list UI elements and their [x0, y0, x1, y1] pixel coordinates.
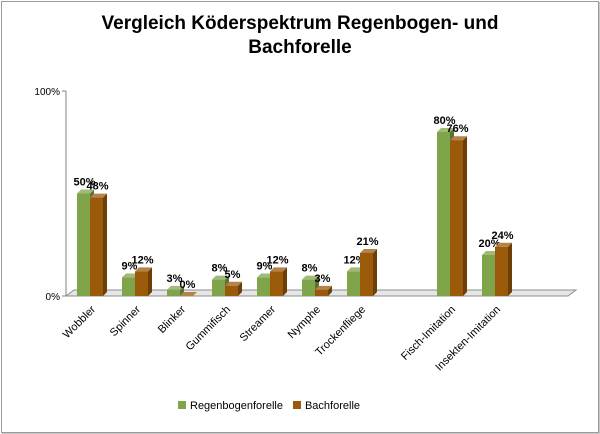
data-label: 3%: [315, 273, 331, 285]
legend-label: Regenbogenforelle: [190, 400, 283, 412]
bar-top: [482, 251, 499, 255]
bar: [167, 289, 180, 296]
bar: [437, 132, 450, 296]
bar: [360, 252, 373, 296]
legend-label: Bachforelle: [305, 400, 360, 412]
bar: [315, 289, 328, 296]
bar-side: [180, 285, 184, 296]
bar: [90, 197, 103, 296]
data-label: 12%: [131, 254, 153, 266]
bar-side: [373, 248, 377, 296]
bar-top: [167, 285, 184, 290]
data-label: 3%: [167, 273, 183, 285]
bar-top: [257, 273, 274, 278]
bar-top: [450, 136, 467, 141]
bar-top: [302, 275, 319, 280]
bar-top: [77, 189, 94, 194]
data-label: 9%: [122, 261, 138, 273]
bar: [482, 255, 495, 296]
y-tick-label: 0%: [46, 292, 61, 303]
bar-side: [283, 267, 287, 296]
legend-swatch: [178, 401, 186, 409]
data-label: 76%: [446, 123, 468, 135]
bar-top: [315, 285, 332, 290]
bar: [302, 279, 315, 296]
chart-title: Vergleich Köderspektrum Regenbogen- und …: [0, 12, 600, 60]
y-tick-label: 100%: [34, 87, 60, 98]
category-label: Wobbler: [61, 303, 99, 341]
bar: [347, 271, 360, 296]
data-label: 24%: [491, 230, 513, 242]
bar-top: [122, 273, 139, 278]
data-label: 5%: [225, 269, 241, 281]
bar-side: [463, 136, 467, 296]
bar: [135, 271, 148, 296]
bar-top: [225, 281, 242, 286]
data-label: 9%: [257, 261, 273, 273]
bar-top: [180, 292, 197, 296]
bar: [270, 271, 283, 296]
data-label: 8%: [302, 263, 318, 275]
bar-top: [437, 128, 454, 132]
bar-top: [212, 275, 229, 280]
legend-swatch: [292, 401, 301, 409]
bar-top: [90, 193, 107, 198]
bar: [257, 277, 270, 296]
bar: [495, 246, 508, 296]
data-label: 48%: [86, 181, 108, 193]
category-label: Streamer: [238, 303, 279, 344]
data-label: 8%: [212, 263, 228, 275]
bar-side: [328, 285, 332, 296]
bar-side: [103, 193, 107, 296]
bar: [225, 285, 238, 296]
bar-top: [270, 267, 287, 272]
bar: [77, 193, 90, 296]
category-label: Gummifisch: [184, 304, 234, 354]
category-label: Blinker: [156, 303, 188, 335]
data-label: 12%: [266, 254, 288, 266]
data-label: 50%: [73, 177, 95, 189]
bar-side: [508, 242, 512, 296]
chart-title-line-1: Vergleich Köderspektrum Regenbogen- und: [101, 13, 499, 34]
category-label: Nymphe: [286, 304, 323, 341]
bar-top: [347, 267, 364, 272]
bar: [212, 279, 225, 296]
bar-top: [135, 267, 152, 272]
bar: [122, 277, 135, 296]
chart-title-line-2: Bachforelle: [248, 37, 352, 58]
bar-top: [360, 248, 377, 253]
bar: [450, 140, 463, 296]
bar-side: [148, 267, 152, 296]
data-label: 21%: [356, 236, 378, 248]
bar-side: [238, 281, 242, 296]
bar-top: [495, 242, 512, 247]
category-label: Spinner: [108, 303, 144, 339]
data-label: 0%: [180, 279, 196, 291]
data-label: 80%: [433, 115, 455, 127]
